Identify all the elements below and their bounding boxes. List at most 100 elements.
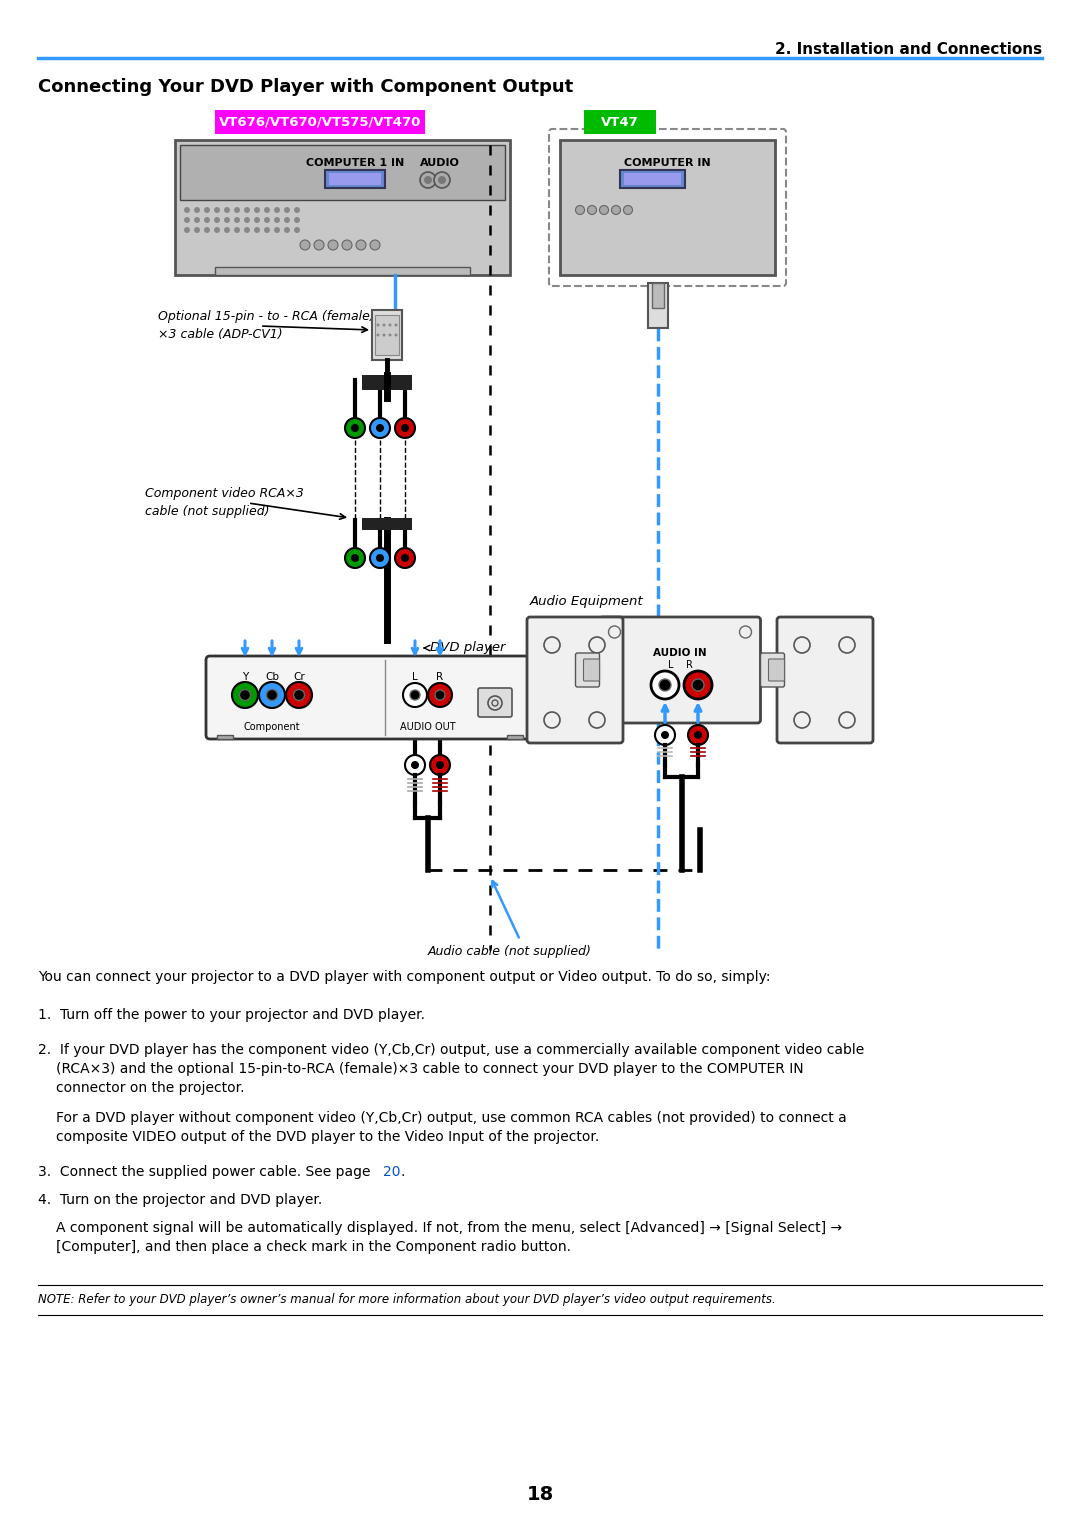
Text: Component video RCA×3
cable (not supplied): Component video RCA×3 cable (not supplie… xyxy=(145,487,303,519)
Text: 2. Installation and Connections: 2. Installation and Connections xyxy=(774,43,1042,56)
Circle shape xyxy=(254,227,260,233)
Text: (RCA×3) and the optional 15-pin-to-RCA (female)×3 cable to connect your DVD play: (RCA×3) and the optional 15-pin-to-RCA (… xyxy=(56,1062,804,1076)
Circle shape xyxy=(234,227,240,233)
Circle shape xyxy=(214,227,220,233)
Circle shape xyxy=(345,418,365,438)
Circle shape xyxy=(599,206,608,215)
Circle shape xyxy=(286,682,312,708)
Circle shape xyxy=(377,334,379,337)
FancyBboxPatch shape xyxy=(769,659,784,681)
Circle shape xyxy=(370,548,390,568)
Circle shape xyxy=(351,424,359,432)
FancyBboxPatch shape xyxy=(478,688,512,717)
Circle shape xyxy=(294,217,300,223)
Circle shape xyxy=(328,240,338,250)
Text: connector on the projector.: connector on the projector. xyxy=(56,1080,244,1096)
Circle shape xyxy=(395,418,415,438)
Text: Cb: Cb xyxy=(265,671,279,682)
Text: VT47: VT47 xyxy=(602,116,639,128)
Bar xyxy=(561,140,775,275)
Circle shape xyxy=(611,206,621,215)
Circle shape xyxy=(274,208,280,214)
Circle shape xyxy=(294,227,300,233)
Circle shape xyxy=(214,217,220,223)
Circle shape xyxy=(224,208,230,214)
Circle shape xyxy=(244,208,249,214)
Text: AUDIO: AUDIO xyxy=(420,159,460,168)
Text: DVD player: DVD player xyxy=(430,641,505,655)
Circle shape xyxy=(370,240,380,250)
Bar xyxy=(329,172,381,185)
Text: L    R: L R xyxy=(667,661,692,670)
Circle shape xyxy=(382,324,386,327)
Bar xyxy=(362,517,411,530)
Text: composite VIDEO output of the DVD player to the Video Input of the projector.: composite VIDEO output of the DVD player… xyxy=(56,1129,599,1144)
Circle shape xyxy=(184,208,190,214)
Text: 2.  If your DVD player has the component video (Y,Cb,Cr) output, use a commercia: 2. If your DVD player has the component … xyxy=(38,1042,864,1058)
Bar xyxy=(175,140,510,275)
Bar xyxy=(217,736,233,739)
Circle shape xyxy=(274,217,280,223)
Circle shape xyxy=(294,208,300,214)
Circle shape xyxy=(194,208,200,214)
Circle shape xyxy=(394,324,397,327)
Circle shape xyxy=(395,548,415,568)
Circle shape xyxy=(232,682,258,708)
Circle shape xyxy=(234,217,240,223)
Text: COMPUTER 1 IN: COMPUTER 1 IN xyxy=(306,159,404,168)
Circle shape xyxy=(204,227,210,233)
Text: VT676/VT670/VT575/VT470: VT676/VT670/VT575/VT470 xyxy=(219,116,421,128)
Circle shape xyxy=(234,208,240,214)
Text: [Computer], and then place a check mark in the Component radio button.: [Computer], and then place a check mark … xyxy=(56,1241,571,1254)
Circle shape xyxy=(389,334,391,337)
Text: You can connect your projector to a DVD player with component output or Video ou: You can connect your projector to a DVD … xyxy=(38,971,770,984)
Circle shape xyxy=(204,208,210,214)
Circle shape xyxy=(434,172,450,188)
Text: For a DVD player without component video (Y,Cb,Cr) output, use common RCA cables: For a DVD player without component video… xyxy=(56,1111,847,1125)
Text: Y: Y xyxy=(242,671,248,682)
Circle shape xyxy=(224,217,230,223)
Circle shape xyxy=(259,682,285,708)
Circle shape xyxy=(654,725,675,745)
Text: 18: 18 xyxy=(526,1485,554,1505)
Circle shape xyxy=(420,172,436,188)
Circle shape xyxy=(659,679,671,691)
Circle shape xyxy=(254,217,260,223)
Circle shape xyxy=(389,324,391,327)
Circle shape xyxy=(435,690,445,700)
Circle shape xyxy=(244,227,249,233)
Circle shape xyxy=(688,725,708,745)
Circle shape xyxy=(284,227,291,233)
Bar xyxy=(180,145,505,200)
Circle shape xyxy=(184,217,190,223)
Text: Optional 15-pin - to - RCA (female)
×3 cable (ADP-CV1): Optional 15-pin - to - RCA (female) ×3 c… xyxy=(158,310,375,340)
Circle shape xyxy=(264,227,270,233)
Circle shape xyxy=(401,554,409,562)
Circle shape xyxy=(684,671,712,699)
FancyBboxPatch shape xyxy=(760,653,784,687)
Circle shape xyxy=(284,208,291,214)
Circle shape xyxy=(438,175,446,185)
Circle shape xyxy=(314,240,324,250)
Bar xyxy=(620,169,685,188)
Circle shape xyxy=(430,755,450,775)
Bar xyxy=(362,375,411,391)
Text: .: . xyxy=(400,1164,404,1180)
Circle shape xyxy=(377,324,379,327)
Circle shape xyxy=(254,208,260,214)
Circle shape xyxy=(376,424,384,432)
Circle shape xyxy=(274,227,280,233)
Circle shape xyxy=(214,208,220,214)
Circle shape xyxy=(264,217,270,223)
Circle shape xyxy=(184,227,190,233)
Circle shape xyxy=(194,217,200,223)
Text: 3.  Connect the supplied power cable. See page: 3. Connect the supplied power cable. See… xyxy=(38,1164,375,1180)
Bar xyxy=(507,736,523,739)
Circle shape xyxy=(345,548,365,568)
Circle shape xyxy=(576,206,584,215)
Text: COMPUTER IN: COMPUTER IN xyxy=(624,159,711,168)
Circle shape xyxy=(370,418,390,438)
Circle shape xyxy=(194,227,200,233)
Bar xyxy=(215,267,470,275)
Bar xyxy=(375,314,399,356)
